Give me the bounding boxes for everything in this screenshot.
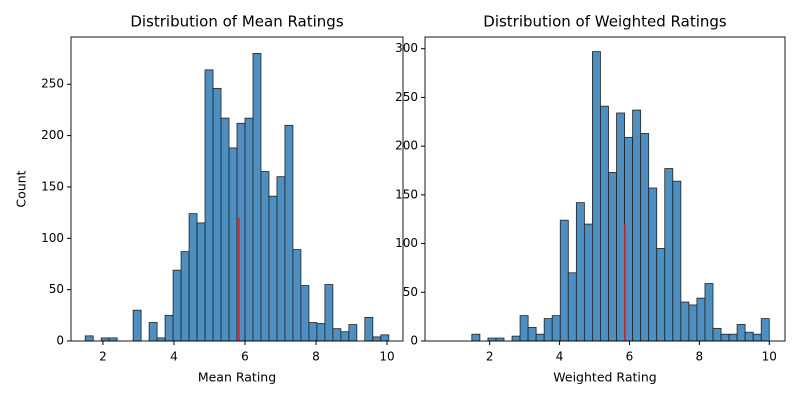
- bar: [559, 219, 569, 342]
- x-tick-label: 8: [696, 350, 704, 364]
- chart-title: Distribution of Mean Ratings: [130, 13, 344, 31]
- bar: [156, 337, 166, 342]
- bar: [583, 223, 593, 342]
- bar: [148, 322, 158, 342]
- bar: [511, 335, 521, 342]
- bar: [332, 328, 342, 342]
- bar: [704, 283, 714, 342]
- bar: [340, 331, 350, 342]
- x-tick-label: 2: [486, 350, 494, 364]
- y-tick-label: 100: [395, 236, 418, 250]
- y-tick-label: 250: [41, 77, 64, 91]
- bar: [228, 147, 238, 342]
- bar: [372, 336, 382, 342]
- bar: [180, 251, 190, 342]
- y-tick-label: 50: [49, 282, 64, 296]
- bar: [164, 314, 174, 342]
- bar: [744, 331, 754, 342]
- bar: [672, 180, 682, 342]
- chart-title: Distribution of Weighted Ratings: [483, 13, 727, 31]
- y-tick-label: 150: [41, 179, 64, 193]
- y-axis-label: Count: [14, 170, 29, 207]
- bar: [364, 316, 374, 342]
- axes-frame: [424, 36, 786, 342]
- bar: [519, 315, 529, 342]
- bar: [244, 117, 254, 342]
- bar: [728, 333, 738, 342]
- bar: [736, 324, 746, 342]
- bar: [324, 284, 334, 342]
- bar: [632, 109, 642, 342]
- bar: [592, 51, 601, 342]
- bar: [212, 87, 222, 342]
- x-tick-label: 2: [99, 350, 107, 364]
- bar: [471, 333, 481, 342]
- bar: [316, 323, 326, 342]
- bar: [268, 195, 278, 342]
- y-tick-label: 0: [410, 334, 418, 348]
- bar: [712, 327, 722, 342]
- axes-frame: [70, 36, 404, 342]
- bar: [100, 337, 110, 342]
- y-tick-label: 150: [395, 187, 418, 201]
- bar: [648, 187, 658, 342]
- y-tick-label: 50: [403, 285, 418, 299]
- bar: [656, 248, 666, 342]
- bar: [204, 69, 214, 342]
- bar: [680, 301, 690, 342]
- x-tick-label: 4: [170, 350, 178, 364]
- y-tick-label: 200: [395, 139, 418, 153]
- x-tick-label: 6: [626, 350, 634, 364]
- bar: [300, 285, 310, 342]
- y-tick-label: 200: [41, 128, 64, 142]
- x-tick-label: 10: [762, 350, 777, 364]
- bar: [84, 335, 94, 342]
- x-tick-label: 6: [241, 350, 249, 364]
- x-axis-label: Mean Rating: [198, 370, 276, 385]
- bar: [196, 222, 206, 342]
- bar: [696, 297, 706, 342]
- bar: [292, 249, 302, 342]
- bar: [172, 269, 182, 342]
- y-tick-label: 0: [56, 334, 64, 348]
- y-tick-label: 100: [41, 231, 64, 245]
- x-tick-label: 8: [312, 350, 320, 364]
- bar: [600, 105, 609, 342]
- x-tick-label: 10: [379, 350, 394, 364]
- bar: [640, 133, 650, 342]
- bar: [527, 326, 537, 342]
- y-tick-label: 300: [395, 41, 418, 55]
- bar: [551, 315, 561, 342]
- bar: [535, 333, 545, 342]
- bar: [260, 171, 270, 342]
- bar: [308, 322, 318, 342]
- bar: [220, 117, 230, 342]
- bar: [108, 337, 118, 342]
- bar: [132, 309, 142, 342]
- bar: [664, 168, 674, 342]
- x-tick-label: 4: [556, 350, 564, 364]
- bar: [752, 333, 762, 342]
- bar: [624, 136, 634, 342]
- bar: [276, 176, 286, 342]
- bar: [188, 213, 198, 342]
- y-tick-label: 250: [395, 90, 418, 104]
- bar: [543, 318, 553, 342]
- bar: [575, 202, 585, 342]
- bar: [348, 324, 358, 342]
- bar: [567, 272, 577, 342]
- x-axis-label: Weighted Rating: [553, 370, 656, 385]
- bar: [252, 53, 262, 342]
- bar: [720, 333, 730, 342]
- bar: [688, 304, 698, 342]
- bar: [284, 124, 294, 342]
- bar: [608, 172, 617, 342]
- bar: [616, 112, 625, 342]
- bar: [380, 334, 390, 342]
- bar: [760, 318, 770, 342]
